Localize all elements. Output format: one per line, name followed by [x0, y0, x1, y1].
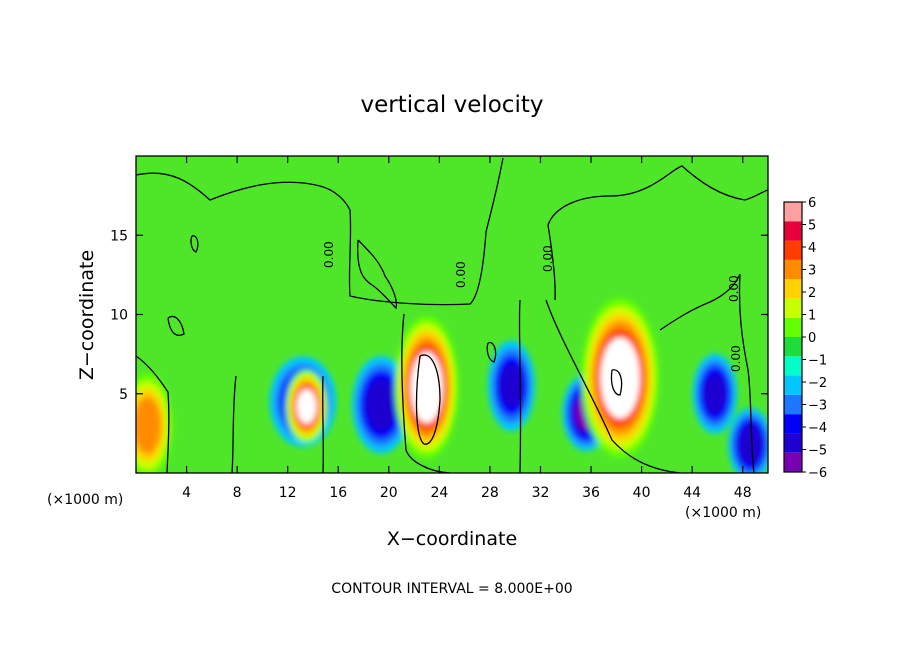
colorbar-label: −6	[808, 466, 827, 481]
velocity-blob	[738, 424, 763, 465]
velocity-blob	[412, 355, 442, 420]
colorbar-swatch	[784, 202, 802, 222]
colorbar-swatch	[784, 375, 802, 395]
contour-line	[486, 341, 497, 363]
z-unit-label: (×1000 m)	[47, 492, 123, 508]
velocity-blob	[602, 341, 638, 415]
x-tick-label: 28	[481, 485, 499, 501]
colorbar-swatch	[784, 298, 802, 318]
colorbar-label: −1	[808, 354, 827, 369]
colorbar: 6 5 4 3 2 1 0 −1 −2 −3 −4 −5 −6	[783, 196, 827, 481]
x-tick-label: 24	[430, 485, 448, 501]
x-tick-label: 12	[279, 485, 297, 501]
contour-line	[659, 273, 741, 331]
colorbar-swatch	[784, 433, 802, 453]
contour-line	[231, 375, 237, 473]
colorbar-swatch	[784, 356, 802, 376]
contour-line	[136, 157, 504, 306]
velocity-blob	[703, 373, 727, 415]
velocity-field	[136, 297, 768, 473]
y-tick-label: 10	[110, 308, 128, 324]
colorbar-label: 3	[808, 264, 816, 279]
contour-line	[190, 235, 199, 253]
colorbar-swatch	[784, 337, 802, 357]
contour-label: 0.00	[322, 241, 336, 268]
velocity-blob	[499, 363, 523, 408]
contour-line	[401, 313, 451, 473]
contour-line	[322, 375, 324, 473]
velocity-blob	[136, 396, 162, 454]
velocity-blob	[365, 378, 398, 432]
contour-line	[518, 299, 522, 473]
contour-line	[547, 165, 768, 226]
colorbar-swatch	[784, 317, 802, 337]
contour-line	[547, 224, 556, 301]
colorbar-label: 4	[808, 241, 816, 256]
contour-line	[738, 273, 755, 473]
x-tick-label: 8	[233, 485, 242, 501]
chart-title: vertical velocity	[361, 92, 544, 118]
contour-label: 0.00	[454, 261, 468, 288]
contour-line	[136, 355, 170, 473]
contour-line	[545, 299, 681, 473]
contour-labels: 0.00 0.00 0.00 0.00 0.00	[322, 241, 743, 372]
x-tick-label: 4	[182, 485, 191, 501]
contour-line	[167, 315, 185, 336]
contour-line	[610, 369, 623, 396]
y-axis: 5 10 15	[110, 228, 768, 403]
colorbar-swatch	[784, 221, 802, 241]
contour-line	[415, 354, 441, 445]
contour-label: 0.00	[727, 275, 741, 302]
colorbar-label: 2	[808, 286, 816, 301]
plot-area	[136, 156, 768, 473]
colorbar-label: 0	[808, 331, 816, 346]
y-tick-label: 15	[110, 228, 128, 244]
colorbar-swatch	[784, 452, 802, 472]
velocity-blob	[297, 390, 316, 422]
contour-interval-note: CONTOUR INTERVAL = 8.000E+00	[331, 581, 572, 597]
colorbar-swatch	[784, 259, 802, 280]
zero-contours	[136, 157, 768, 473]
contour-label: 0.00	[729, 345, 743, 372]
y-tick-label: 5	[119, 387, 128, 403]
colorbar-swatch	[784, 394, 802, 415]
x-tick-label: 20	[380, 485, 398, 501]
contour-line	[357, 239, 398, 310]
colorbar-label: 6	[808, 196, 816, 211]
x-axis: 4 8 12 16 20 24 28 32 36 40 44 48	[182, 156, 752, 501]
x-unit-label: (×1000 m)	[685, 505, 761, 521]
x-tick-label: 32	[532, 485, 550, 501]
colorbar-label: 1	[808, 309, 816, 324]
colorbar-label: −2	[808, 376, 827, 391]
contour-label: 0.00	[541, 245, 555, 272]
x-tick-label: 16	[329, 485, 347, 501]
y-axis-label: Z−coordinate	[76, 250, 98, 380]
x-tick-label: 48	[734, 485, 752, 501]
x-tick-label: 40	[633, 485, 651, 501]
colorbar-label: −3	[808, 399, 827, 414]
x-tick-label: 36	[582, 485, 600, 501]
x-axis-label: X−coordinate	[387, 528, 517, 550]
x-tick-label: 44	[683, 485, 701, 501]
colorbar-label: 5	[808, 219, 816, 234]
colorbar-label: −4	[808, 421, 827, 436]
colorbar-swatch	[784, 279, 802, 299]
colorbar-swatch	[784, 240, 802, 260]
colorbar-swatch	[784, 414, 802, 434]
colorbar-label: −5	[808, 444, 827, 459]
